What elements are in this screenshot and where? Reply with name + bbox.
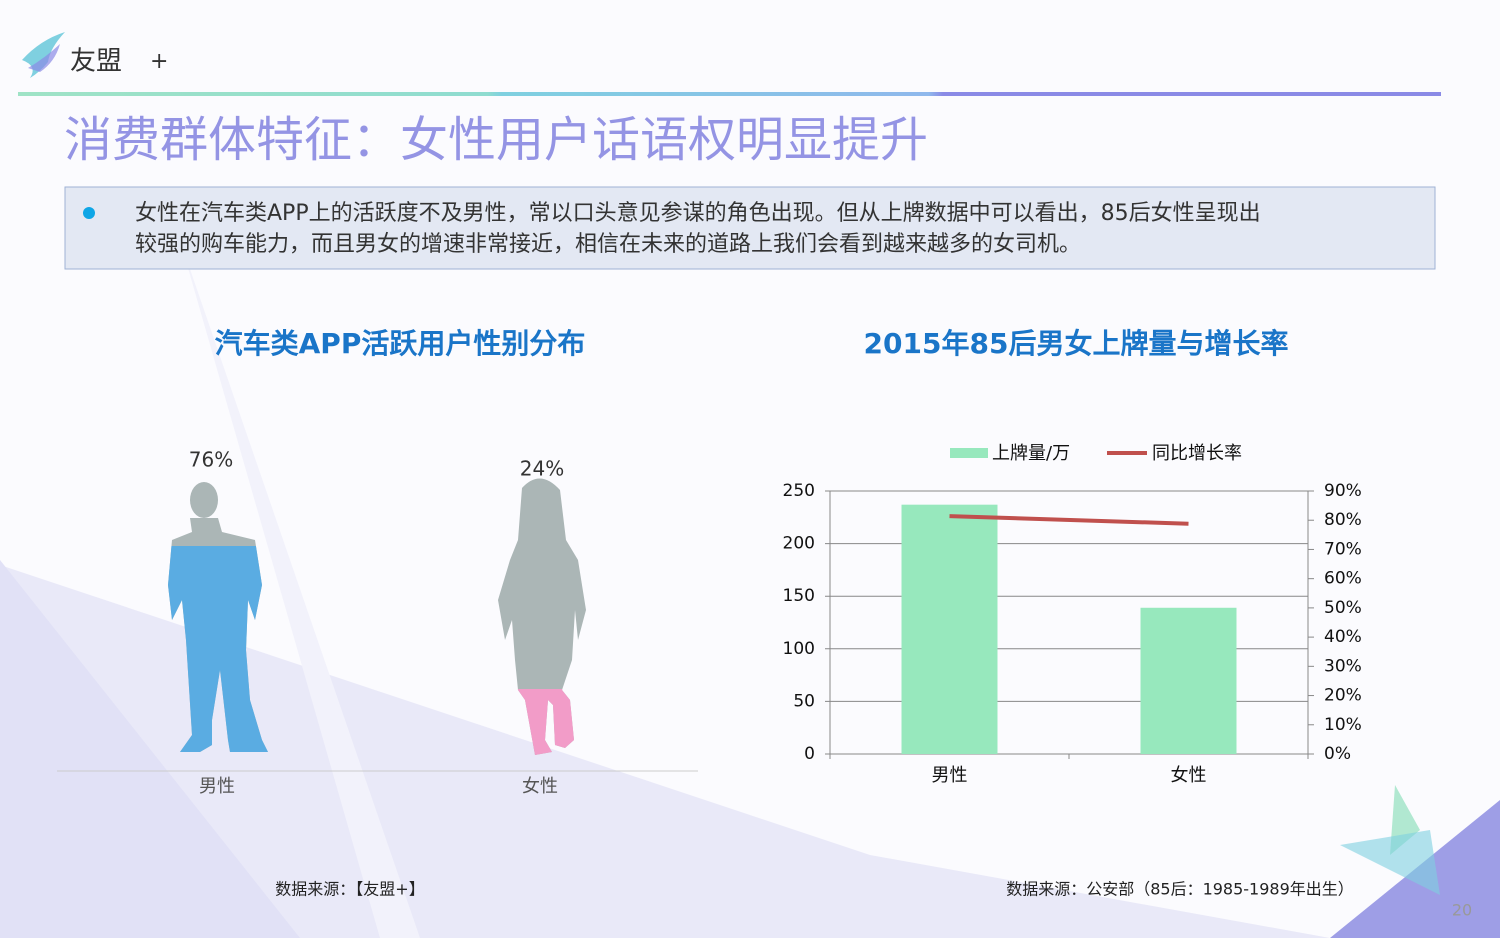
logo-icon xyxy=(28,44,60,72)
decor xyxy=(1340,830,1440,895)
y2-tick-label: 60% xyxy=(1324,569,1362,589)
bar xyxy=(1140,607,1237,754)
x-tick-label: 女性 xyxy=(522,776,558,797)
slide-title: 消费群体特征：女性用户话语权明显提升 xyxy=(64,112,928,168)
y-tick-label: 200 xyxy=(783,534,815,554)
y-tick-label: 50 xyxy=(793,691,815,711)
bullet xyxy=(83,207,95,219)
decor xyxy=(180,240,420,938)
figure-head xyxy=(190,482,218,518)
x-tick-label: 男性 xyxy=(932,765,968,786)
decor xyxy=(0,560,300,938)
value-label: 76% xyxy=(189,448,233,472)
legend-label: 同比增长率 xyxy=(1152,443,1242,464)
x-tick-label: 男性 xyxy=(199,776,235,797)
summary-line: 女性在汽车类APP上的活跃度不及男性，常以口头意见参谋的角色出现。但从上牌数据中… xyxy=(135,201,1261,226)
y2-tick-label: 10% xyxy=(1324,715,1362,735)
chart-title: 2015年85后男女上牌量与增长率 xyxy=(864,327,1289,360)
summary-box xyxy=(64,186,1436,270)
logo-plus: + xyxy=(150,49,168,74)
y-tick-label: 100 xyxy=(783,639,815,659)
y2-tick-label: 20% xyxy=(1324,686,1362,706)
legend-swatch xyxy=(950,448,988,458)
logo-text: 友盟 xyxy=(70,47,122,77)
figure xyxy=(498,478,586,755)
value-label: 24% xyxy=(520,457,564,481)
figure-fill xyxy=(168,546,268,752)
legend-label: 上牌量/万 xyxy=(992,443,1070,464)
y2-tick-label: 80% xyxy=(1324,510,1362,530)
y2-tick-label: 30% xyxy=(1324,656,1362,676)
line xyxy=(949,514,1189,526)
y2-tick-label: 50% xyxy=(1324,598,1362,618)
summary-line: 较强的购车能力，而且男女的增速非常接近，相信在未来的道路上我们会看到越来越多的女… xyxy=(135,232,1081,257)
y2-tick-label: 90% xyxy=(1324,481,1362,501)
y2-tick-label: 40% xyxy=(1324,627,1362,647)
y-tick-label: 150 xyxy=(783,586,815,606)
chart-title: 汽车类APP活跃用户性别分布 xyxy=(215,327,586,360)
bar xyxy=(901,504,998,754)
decor xyxy=(0,565,1330,938)
figure-body xyxy=(517,689,574,755)
header-rule xyxy=(18,92,1441,96)
y-tick-label: 250 xyxy=(783,481,815,501)
figure-fill xyxy=(517,689,574,755)
source: 数据来源：【友盟+】 xyxy=(275,880,424,899)
page-number: 20 xyxy=(1452,901,1472,920)
y2-tick-label: 70% xyxy=(1324,539,1362,559)
source: 数据来源：公安部（85后：1985-1989年出生） xyxy=(1006,880,1354,899)
x-tick-label: 女性 xyxy=(1171,765,1207,786)
figure-body xyxy=(498,478,586,755)
figure-body xyxy=(168,546,268,752)
y-tick-label: 0 xyxy=(804,744,815,764)
y2-tick-label: 0% xyxy=(1324,744,1351,764)
